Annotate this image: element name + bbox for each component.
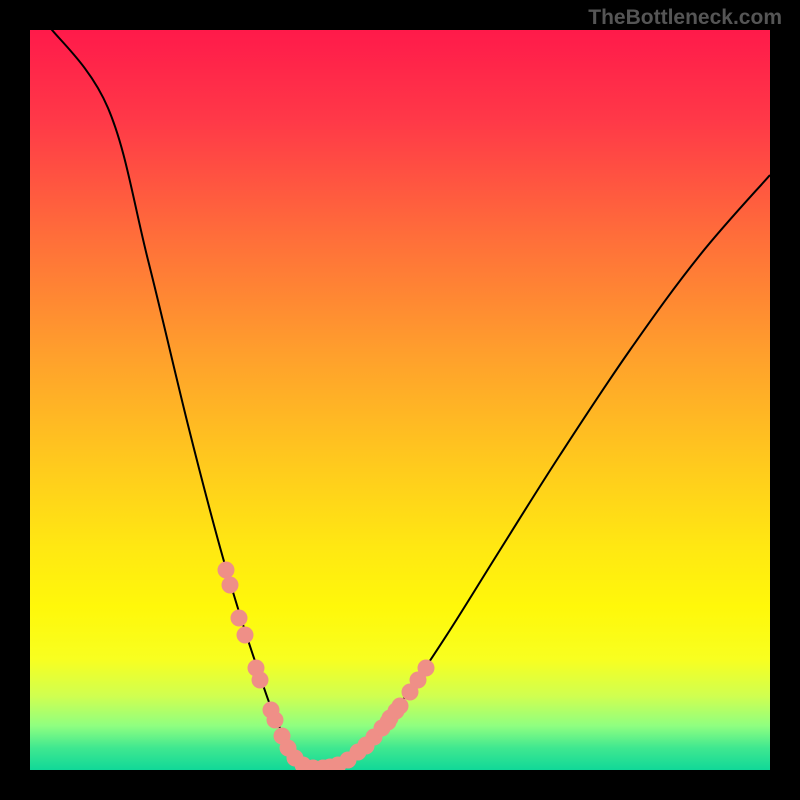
chart-marker bbox=[358, 738, 375, 755]
chart-marker bbox=[222, 577, 239, 594]
chart-plot-area bbox=[30, 30, 770, 770]
watermark-text: TheBottleneck.com bbox=[588, 6, 782, 30]
chart-marker bbox=[388, 703, 405, 720]
chart-background bbox=[30, 30, 770, 770]
chart-marker bbox=[252, 672, 269, 689]
chart-marker bbox=[418, 660, 435, 677]
chart-marker bbox=[231, 610, 248, 627]
chart-marker bbox=[218, 562, 235, 579]
chart-marker bbox=[267, 712, 284, 729]
chart-svg bbox=[30, 30, 770, 770]
chart-marker bbox=[237, 627, 254, 644]
